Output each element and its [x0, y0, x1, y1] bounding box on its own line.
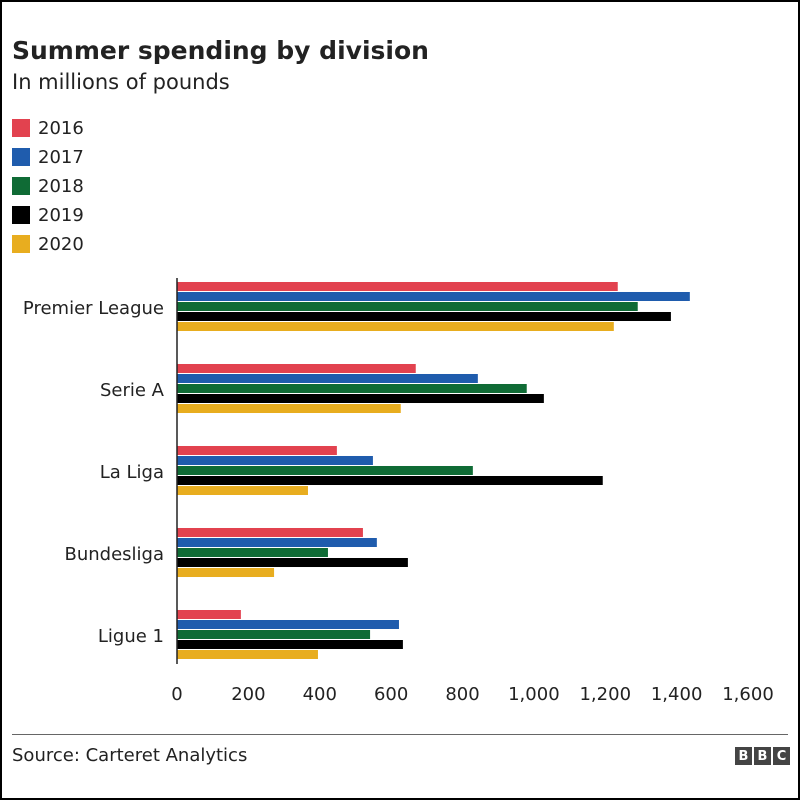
x-tick-label: 200 [231, 684, 265, 705]
bar [177, 568, 275, 577]
bar [177, 446, 337, 455]
bar [177, 640, 403, 649]
x-tick-label: 1,600 [722, 684, 774, 705]
bar [177, 528, 363, 537]
logo-letter: C [773, 747, 790, 765]
category-label: Premier League [23, 298, 164, 319]
chart-subtitle: In millions of pounds [12, 70, 230, 94]
legend-label: 2019 [38, 204, 84, 226]
bar [177, 364, 416, 373]
legend-swatch [12, 177, 30, 195]
bar [177, 292, 690, 301]
bar [177, 538, 377, 547]
source-text: Source: Carteret Analytics [12, 745, 248, 766]
category-label: La Liga [100, 462, 164, 483]
bar [177, 486, 308, 495]
legend-swatch [12, 235, 30, 253]
bar [177, 282, 618, 291]
bar [177, 404, 401, 413]
legend-swatch [12, 148, 30, 166]
bar [177, 548, 328, 557]
legend-label: 2017 [38, 146, 84, 168]
x-tick-label: 1,000 [508, 684, 560, 705]
bar [177, 650, 318, 659]
bar [177, 394, 544, 403]
category-label: Ligue 1 [98, 626, 164, 647]
legend-label: 2016 [38, 117, 84, 139]
bar [177, 620, 399, 629]
bar [177, 374, 478, 383]
legend-item: 2020 [12, 233, 84, 255]
x-tick-label: 1,400 [651, 684, 703, 705]
category-label: Serie A [100, 380, 165, 401]
bar [177, 322, 614, 331]
bar [177, 312, 671, 321]
bar [177, 302, 638, 311]
chart-title: Summer spending by division [12, 36, 429, 65]
footer-divider [12, 734, 788, 735]
legend-swatch [12, 119, 30, 137]
bar [177, 466, 473, 475]
legend-label: 2018 [38, 175, 84, 197]
category-label: Bundesliga [64, 544, 164, 565]
bar [177, 610, 241, 619]
x-tick-label: 400 [303, 684, 337, 705]
logo-letter: B [754, 747, 771, 765]
legend-label: 2020 [38, 233, 84, 255]
x-tick-label: 800 [445, 684, 479, 705]
x-tick-label: 0 [171, 684, 182, 705]
bar [177, 476, 603, 485]
bar [177, 630, 371, 639]
legend-item: 2016 [12, 117, 84, 139]
bbc-logo: B B C [735, 747, 790, 765]
legend-item: 2019 [12, 204, 84, 226]
legend-item: 2018 [12, 175, 84, 197]
bar [177, 384, 527, 393]
bar [177, 558, 408, 567]
logo-letter: B [735, 747, 752, 765]
x-tick-label: 1,200 [579, 684, 631, 705]
legend-swatch [12, 206, 30, 224]
legend-item: 2017 [12, 146, 84, 168]
x-tick-label: 600 [374, 684, 408, 705]
bar [177, 456, 373, 465]
